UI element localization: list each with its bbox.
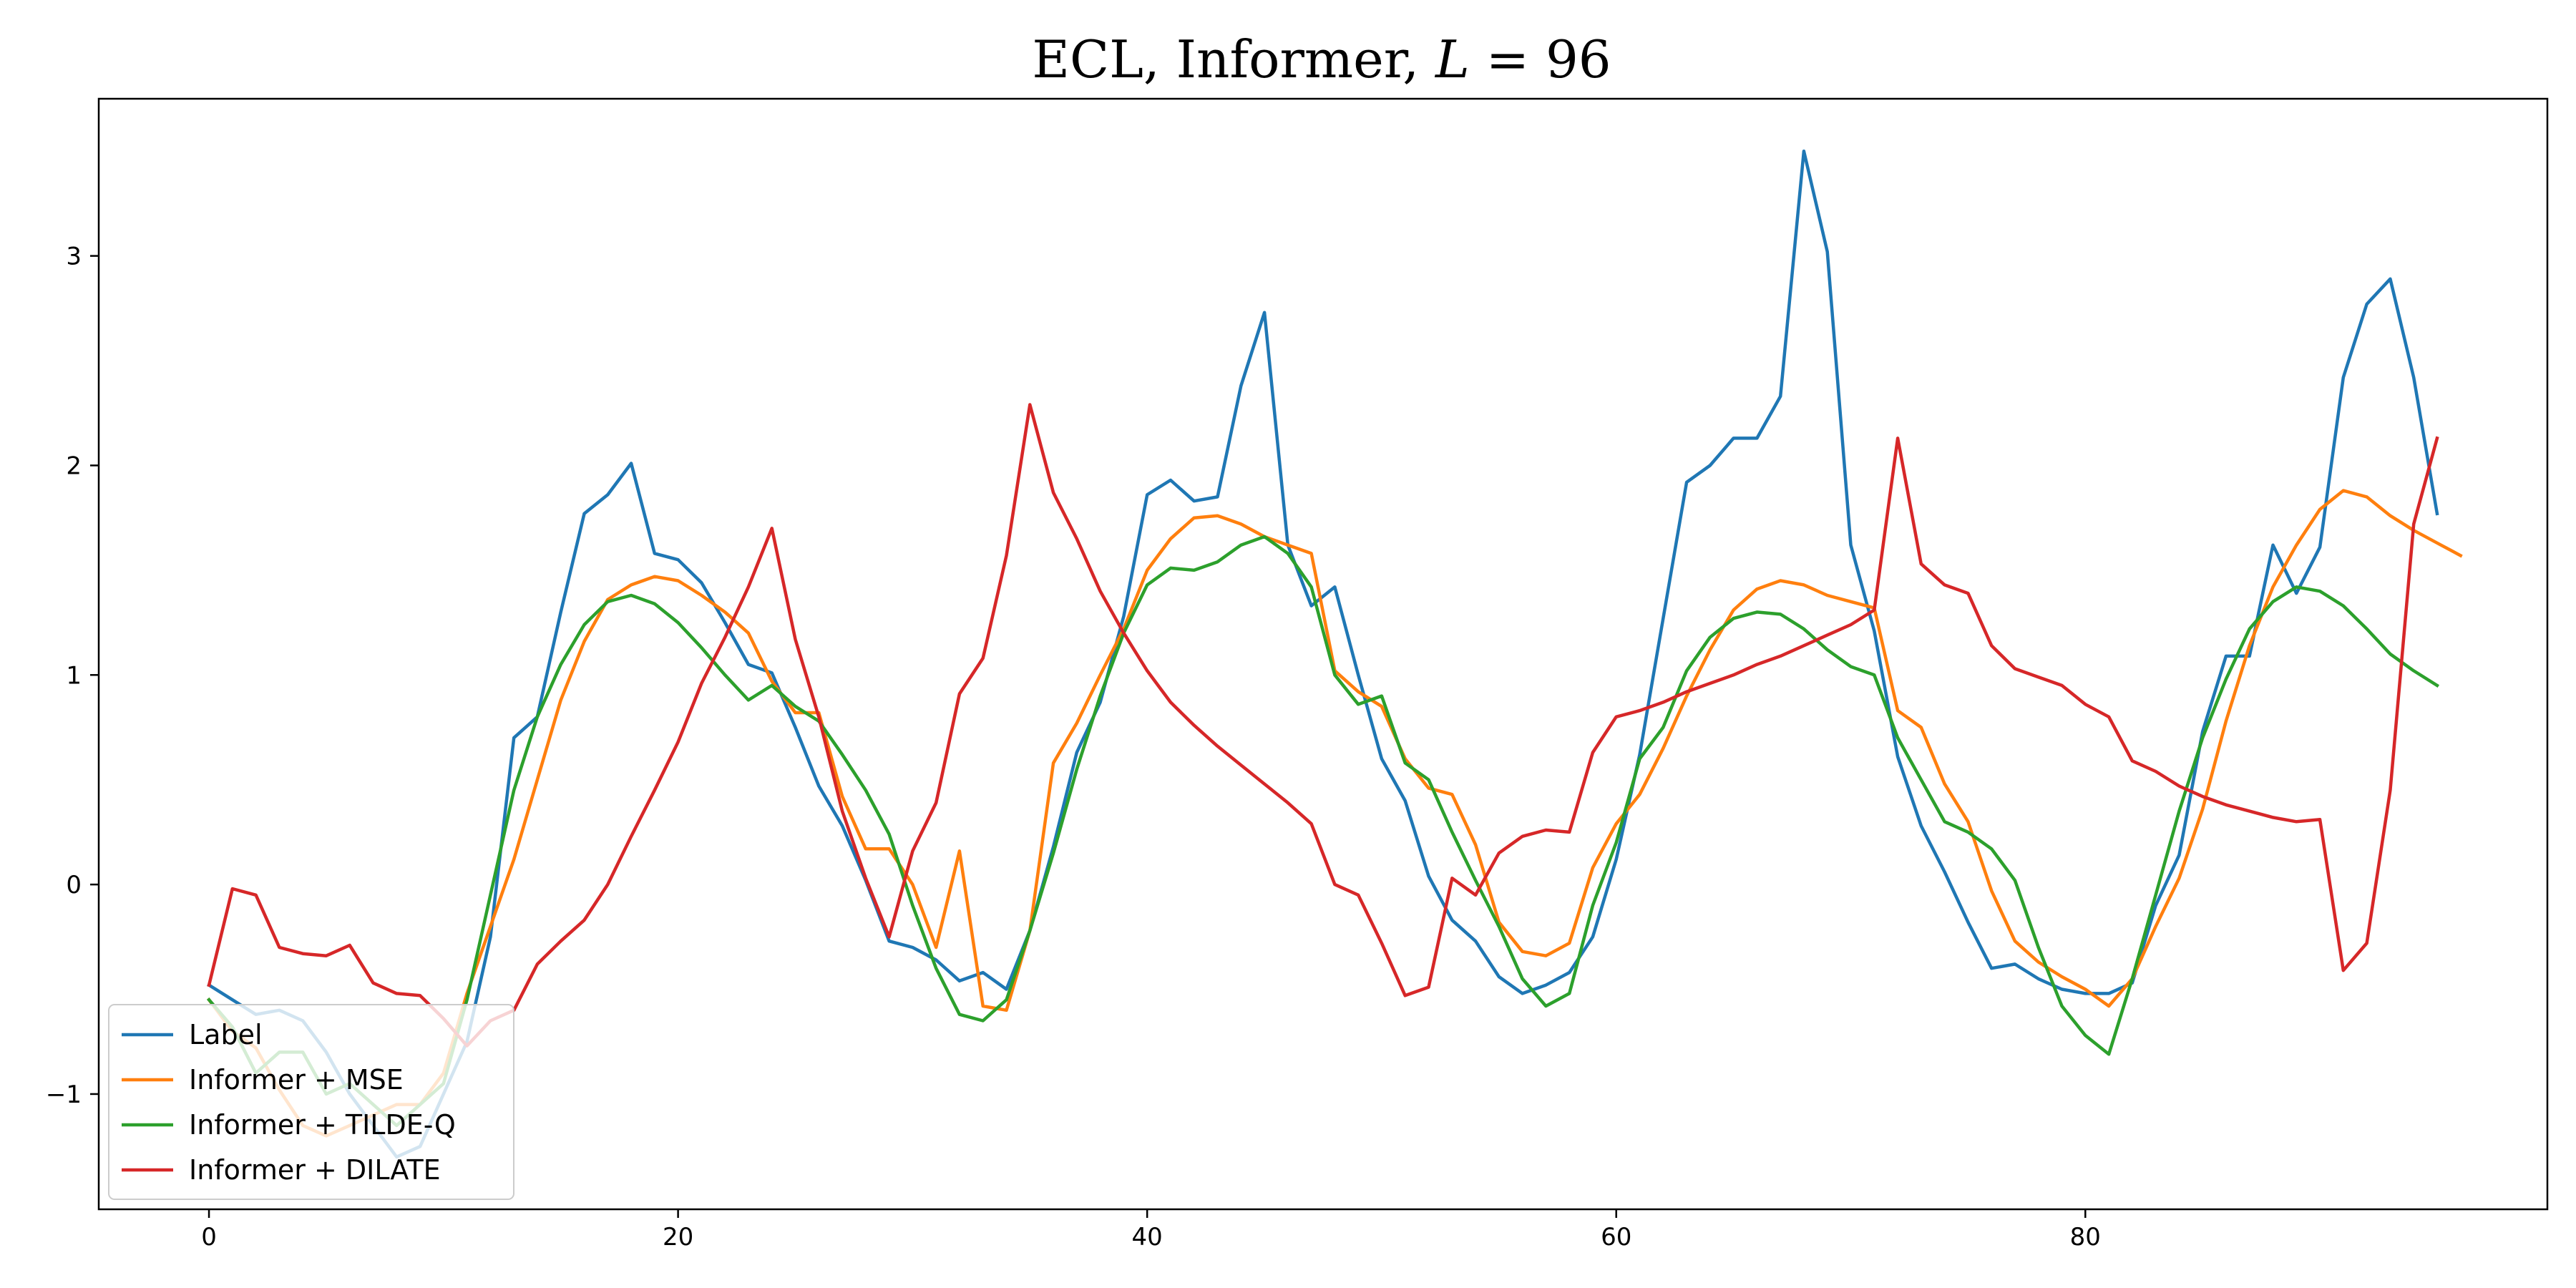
series-lines	[206, 149, 2463, 1159]
chart-title-prefix: ECL, Informer,	[1032, 29, 1435, 89]
series-line-3	[206, 535, 2440, 1128]
chart-title: ECL, Informer, L = 96	[1032, 29, 1611, 89]
legend-label: Informer + MSE	[189, 1064, 404, 1096]
series-line-1	[206, 149, 2439, 1159]
chart-title-suffix: = 96	[1470, 29, 1611, 89]
y-tick-label: 1	[66, 661, 82, 690]
chart-title-italic: L	[1434, 29, 1470, 89]
y-tick-label: −1	[46, 1080, 82, 1109]
x-tick-label: 0	[201, 1223, 217, 1252]
axis-ticks: 0 20 40 60 80 −1 0 1 2 3	[46, 243, 2101, 1252]
legend-label: Label	[189, 1019, 263, 1050]
y-tick-label: 0	[66, 871, 82, 899]
x-tick-label: 40	[1132, 1223, 1163, 1252]
plot-frame	[97, 97, 2549, 1211]
x-tick-label: 20	[663, 1223, 693, 1252]
y-tick-label: 2	[66, 452, 82, 480]
legend: Label Informer + MSE Informer + TILDE-Q Inf…	[108, 1004, 514, 1200]
legend-label: Informer + TILDE-Q	[189, 1109, 456, 1141]
y-tick-label: 3	[66, 243, 82, 271]
legend-box	[108, 1004, 514, 1200]
legend-label: Informer + DILATE	[189, 1154, 441, 1186]
series-line-4	[207, 403, 2439, 1048]
x-tick-label: 60	[1601, 1223, 1631, 1252]
x-tick-label: 80	[2070, 1223, 2101, 1252]
